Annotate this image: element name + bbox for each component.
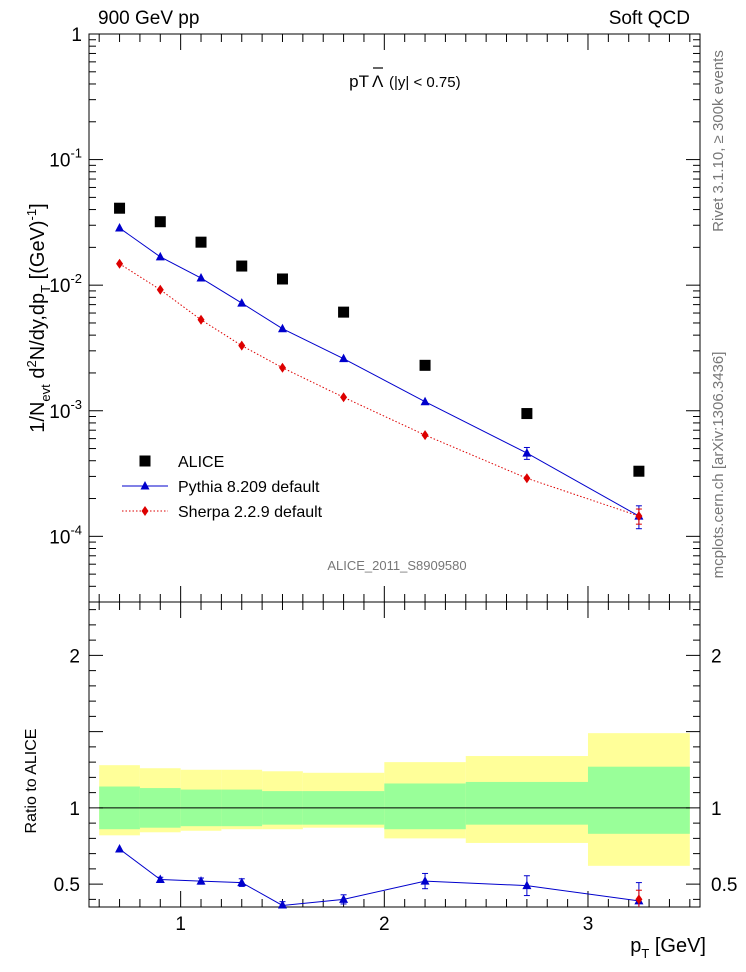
legend-label: ALICE: [178, 454, 224, 471]
main-series-line: [119, 227, 640, 517]
main-data-point: [154, 216, 166, 228]
ratio-data-point: [635, 894, 643, 905]
main-data-point: [521, 408, 533, 420]
main-data-point: [116, 258, 124, 269]
ratio-data-point: [522, 880, 532, 890]
ratio-y-tick-label-left: 2: [69, 646, 80, 667]
analysis-id: ALICE_2011_S8909580: [327, 558, 466, 573]
main-data-point: [522, 448, 532, 457]
uncertainty-band-inner: [384, 783, 466, 830]
rivet-version-label: Rivet 3.1.10, ≥ 300k events: [710, 50, 727, 232]
legend-item: Pythia 8.209 default: [122, 479, 320, 496]
main-panel: 10-4 10-3 10-2 10-1 1 ALICE Pythia 8.209 defau…: [49, 25, 701, 603]
legend-marker: [140, 481, 150, 490]
main-data-point: [155, 251, 165, 261]
ratio-data-point: [277, 900, 287, 909]
uncertainty-band-inner: [587, 766, 690, 834]
ratio-data-point: [155, 874, 165, 884]
ratio-y-tick-label-left: 0.5: [54, 875, 80, 896]
ratio-data-point: [115, 844, 125, 853]
header-right-label: Soft QCD: [609, 8, 690, 29]
ratio-series-sherpa-2-2-9-default: [635, 889, 643, 907]
ratio-data-point: [420, 876, 430, 885]
x-tick-label: 1: [175, 914, 186, 935]
main-data-point: [115, 223, 125, 232]
main-data-point: [237, 298, 247, 307]
legend: ALICE Pythia 8.209 default Sherpa 2.2.9 de…: [122, 454, 323, 521]
legend-item: ALICE: [139, 454, 224, 471]
ratio-series-pythia-8-209-default: [115, 844, 644, 909]
main-data-point: [635, 511, 643, 522]
main-series-alice: [114, 202, 645, 477]
main-series-sherpa-2-2-9-default: [116, 258, 643, 525]
x-tick-label: 2: [379, 914, 390, 935]
main-data-point: [156, 284, 164, 295]
ratio-y-tick-label-right: 0.5: [711, 875, 737, 896]
ratio-series-line: [119, 848, 639, 906]
uncertainty-band-inner: [465, 781, 588, 825]
mcplots-label: mcplots.cern.ch [arXiv:1306.3436]: [710, 352, 727, 579]
legend-label: Sherpa 2.2.9 default: [178, 504, 323, 521]
main-data-point: [195, 236, 207, 248]
plot-title-particle: Λ: [372, 72, 384, 91]
ratio-data-point: [237, 877, 247, 887]
ratio-panel: 0.5 0.5 1 1 2 2 1 2 3: [54, 601, 737, 935]
main-y-tick-label: 10-4: [49, 522, 82, 548]
legend-label: Pythia 8.209 default: [178, 479, 320, 496]
main-data-point: [338, 306, 350, 318]
main-data-point: [276, 273, 288, 285]
main-data-point: [339, 353, 349, 363]
main-data-point: [340, 392, 348, 403]
main-data-point: [633, 465, 645, 477]
main-data-point: [523, 473, 531, 484]
ratio-data-point: [196, 876, 206, 885]
main-y-tick-label: 10-3: [49, 397, 82, 423]
main-y-tick-label: 10-1: [49, 146, 82, 172]
ratio-y-tick-label-right: 1: [711, 799, 722, 820]
plot-title-prefix: pT: [349, 72, 369, 91]
main-data-point: [419, 359, 431, 371]
main-data-point: [196, 273, 206, 282]
plot-title-suffix: (|y| < 0.75): [389, 74, 461, 91]
main-data-point: [421, 430, 429, 441]
x-tick-label: 3: [583, 914, 594, 935]
ratio-data-point: [339, 894, 349, 903]
main-y-tick-label: 10-2: [49, 271, 82, 297]
main-data-point: [197, 314, 205, 325]
legend-marker: [139, 455, 151, 467]
main-data-point: [238, 340, 246, 351]
x-axis-label: pT [GeV]: [630, 935, 706, 961]
ratio-y-axis-label: Ratio to ALICE: [23, 729, 40, 834]
legend-item: Sherpa 2.2.9 default: [122, 504, 323, 521]
main-data-point: [278, 362, 286, 373]
ratio-y-tick-label-right: 2: [711, 646, 722, 667]
legend-marker: [141, 506, 149, 516]
ratio-y-tick-label-left: 1: [69, 799, 80, 820]
main-data-point: [236, 260, 248, 272]
main-y-tick-label: 1: [71, 25, 82, 46]
header-left-label: 900 GeV pp: [98, 8, 199, 29]
ratio-frame: [88, 601, 701, 908]
main-data-point: [114, 202, 126, 214]
main-data-point: [420, 396, 430, 406]
main-y-axis-label: 1/Nevt d2N/dy,dpT [(GeV)-1]: [24, 203, 53, 432]
main-data-point: [277, 323, 287, 333]
